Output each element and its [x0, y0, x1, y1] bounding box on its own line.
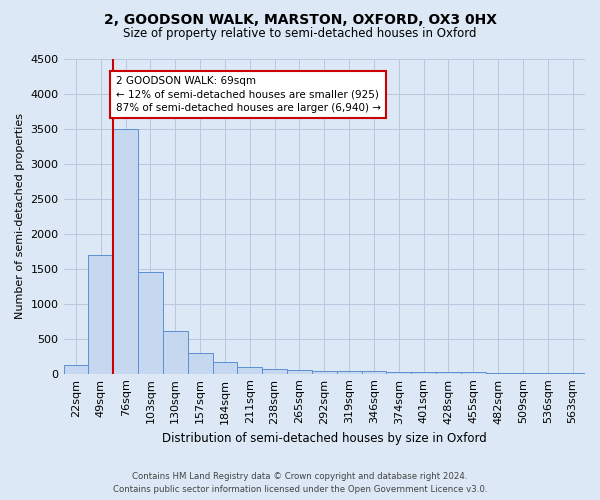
- Y-axis label: Number of semi-detached properties: Number of semi-detached properties: [15, 114, 25, 320]
- Bar: [485, 372, 511, 374]
- Text: Contains HM Land Registry data © Crown copyright and database right 2024.
Contai: Contains HM Land Registry data © Crown c…: [113, 472, 487, 494]
- Bar: [560, 373, 585, 374]
- Bar: [337, 371, 362, 374]
- Text: Size of property relative to semi-detached houses in Oxford: Size of property relative to semi-detach…: [123, 28, 477, 40]
- Bar: [238, 366, 262, 374]
- Bar: [411, 372, 436, 374]
- Bar: [362, 371, 386, 374]
- Bar: [138, 272, 163, 374]
- Text: 2 GOODSON WALK: 69sqm
← 12% of semi-detached houses are smaller (925)
87% of sem: 2 GOODSON WALK: 69sqm ← 12% of semi-deta…: [116, 76, 380, 113]
- Bar: [511, 372, 535, 374]
- Bar: [312, 371, 337, 374]
- Bar: [436, 372, 461, 374]
- Text: 2, GOODSON WALK, MARSTON, OXFORD, OX3 0HX: 2, GOODSON WALK, MARSTON, OXFORD, OX3 0H…: [104, 12, 497, 26]
- Bar: [535, 373, 560, 374]
- Bar: [386, 372, 411, 374]
- Bar: [64, 366, 88, 374]
- X-axis label: Distribution of semi-detached houses by size in Oxford: Distribution of semi-detached houses by …: [162, 432, 487, 445]
- Bar: [163, 331, 188, 374]
- Bar: [461, 372, 485, 374]
- Bar: [113, 129, 138, 374]
- Bar: [88, 255, 113, 374]
- Bar: [287, 370, 312, 374]
- Bar: [212, 362, 238, 374]
- Bar: [188, 352, 212, 374]
- Bar: [262, 369, 287, 374]
